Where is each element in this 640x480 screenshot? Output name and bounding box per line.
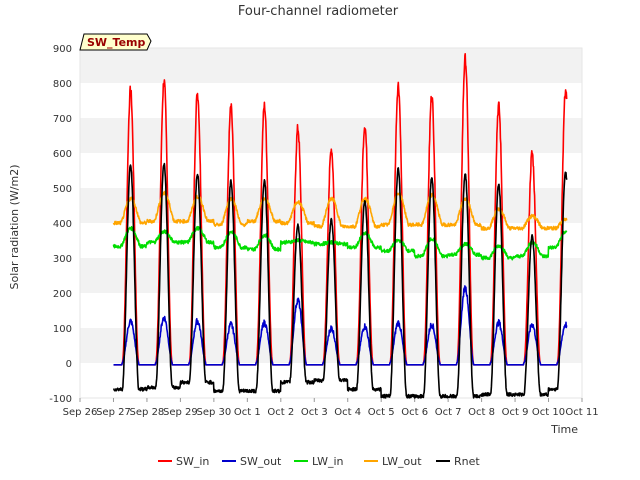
x-tick-label: Sep 26 — [63, 407, 98, 418]
legend-label: LW_in — [312, 455, 344, 468]
grid-band — [80, 48, 582, 83]
series-lines — [112, 53, 568, 399]
x-tick-label: Sep 30 — [196, 407, 231, 418]
y-tick-label: 500 — [53, 184, 72, 195]
legend-label: SW_out — [240, 455, 282, 468]
x-tick-label: Sep 27 — [96, 407, 131, 418]
x-axis-label: Time — [550, 423, 578, 436]
y-tick-label: 800 — [53, 79, 72, 90]
legend-label: LW_out — [382, 455, 422, 468]
legend: SW_in SW_out LW_in LW_out Rnet — [158, 455, 480, 468]
legend-label: SW_in — [176, 455, 209, 468]
y-tick-label: 300 — [53, 254, 72, 265]
y-axis-label: Solar radiation (W/m2) — [8, 164, 21, 289]
x-tick-label: Oct 4 — [334, 407, 361, 418]
y-tick-label: 600 — [53, 149, 72, 160]
y-tick-label: 200 — [53, 289, 72, 300]
series-line-sw_out — [113, 285, 568, 366]
y-tick-label: 400 — [53, 219, 72, 230]
series-line-lw_out — [112, 190, 568, 231]
x-tick-label: Sep 29 — [163, 407, 198, 418]
series-line-lw_in — [112, 225, 568, 261]
x-tick-label: Oct 1 — [234, 407, 261, 418]
x-tick-label: Oct 11 — [565, 407, 598, 418]
series-line-rnet — [112, 162, 568, 399]
plot-frame — [79, 47, 583, 399]
y-tick-label: 0 — [66, 359, 72, 370]
y-tick-label: 900 — [53, 44, 72, 55]
y-tick-label: -100 — [49, 394, 72, 405]
x-tick-label: Oct 2 — [267, 407, 294, 418]
chart-title: Four-channel radiometer — [238, 4, 399, 19]
y-tick-label: 100 — [53, 324, 72, 335]
grid-band — [80, 258, 582, 293]
x-tick-label: Sep 28 — [130, 407, 165, 418]
grid-band — [80, 328, 582, 363]
annotation-shape — [79, 33, 152, 51]
x-tick-label: Oct 8 — [468, 407, 495, 418]
x-tick-label: Oct 10 — [532, 407, 565, 418]
legend-label: Rnet — [454, 455, 480, 468]
x-tick-label: Oct 3 — [301, 407, 328, 418]
y-axis-ticks: -100 0 100 200 300 400 500 600 700 800 900 — [49, 44, 72, 405]
x-tick-label: Oct 6 — [401, 407, 428, 418]
grid-band — [80, 118, 582, 153]
y-tick-label: 700 — [53, 114, 72, 125]
annotation-label: SW_Temp — [87, 36, 146, 49]
x-tick-label: Oct 5 — [368, 407, 395, 418]
x-tick-label: Oct 7 — [435, 407, 462, 418]
plot-bands — [80, 48, 582, 363]
x-tick-label: Oct 9 — [502, 407, 529, 418]
annotation-box: SW_Temp — [79, 33, 152, 51]
